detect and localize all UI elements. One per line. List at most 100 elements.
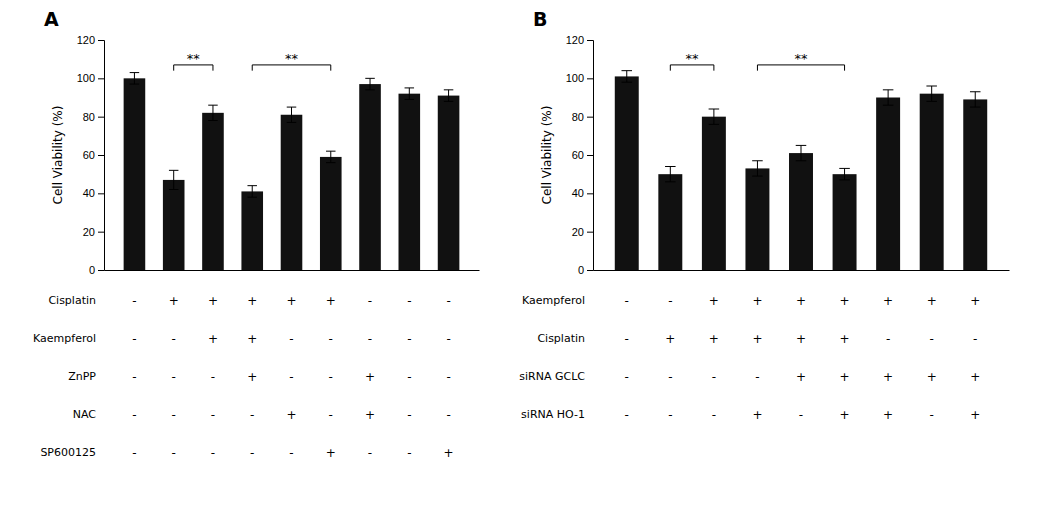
sig-bracket-line	[844, 65, 845, 71]
row-entry: +	[970, 294, 980, 308]
sig-label: **	[285, 51, 299, 66]
error-bar-cap	[326, 162, 336, 163]
y-tick-mark	[98, 193, 104, 194]
y-axis-title: Cell Viability (%)	[51, 106, 65, 205]
row-label: siRNA GCLC	[519, 370, 585, 383]
row-entry: +	[752, 408, 762, 422]
row-entry: -	[755, 370, 759, 384]
row-entry: +	[752, 294, 762, 308]
x-axis	[594, 270, 1010, 271]
bar	[615, 76, 639, 270]
row-entry: +	[840, 408, 850, 422]
row-entry: +	[286, 408, 296, 422]
error-bar-cap	[130, 84, 140, 85]
treatment-table: Kaempferol--+++++++Cisplatin-+++++---siR…	[519, 294, 980, 422]
error-bar-cap	[752, 176, 763, 177]
y-tick-label: 80	[572, 111, 584, 123]
row-entry: +	[326, 294, 336, 308]
y-tick-label: 0	[578, 264, 584, 276]
y-tick-mark	[98, 155, 104, 156]
error-bar-stem	[713, 109, 714, 124]
row-entry: -	[446, 408, 450, 422]
bar	[833, 174, 857, 270]
sig-bracket-line	[212, 65, 213, 71]
error-bar-stem	[801, 145, 802, 160]
y-tick-mark	[98, 40, 104, 41]
y-tick-mark	[98, 117, 104, 118]
row-entry: -	[172, 408, 176, 422]
bar	[124, 78, 146, 270]
row-entry: +	[927, 370, 937, 384]
y-tick: 20	[572, 226, 593, 238]
row-entry: -	[625, 294, 629, 308]
bar	[438, 96, 460, 270]
y-axis-line	[587, 41, 594, 271]
error-bar-stem	[975, 92, 976, 107]
row-entry: +	[927, 294, 937, 308]
error-bar	[883, 90, 894, 105]
error-bar-cap	[621, 70, 632, 71]
row-entry: -	[668, 294, 672, 308]
row-entry: +	[208, 294, 218, 308]
row-entry: -	[712, 408, 716, 422]
row-entry: +	[326, 446, 336, 460]
error-bar	[365, 78, 375, 90]
error-bar-stem	[370, 78, 371, 90]
panel: 020406080100120Cell Viability (%)B****Ka…	[519, 8, 1009, 422]
error-bar	[970, 92, 981, 107]
error-bar-stem	[409, 88, 410, 100]
error-bar-cap	[970, 91, 981, 92]
y-tick-mark	[587, 40, 593, 41]
row-entry: -	[329, 408, 333, 422]
y-tick: 0	[89, 264, 104, 276]
y-tick: 80	[572, 111, 593, 123]
y-tick: 20	[83, 226, 104, 238]
sig-label: **	[686, 51, 700, 66]
row-entry: +	[247, 332, 257, 346]
y-tick-label: 20	[83, 226, 95, 238]
error-bar-stem	[888, 90, 889, 105]
row-entry: -	[446, 294, 450, 308]
error-bar-cap	[970, 107, 981, 108]
row-entry: -	[211, 446, 215, 460]
row-entry: +	[247, 370, 257, 384]
row-entry: -	[668, 408, 672, 422]
row-entry: +	[365, 408, 375, 422]
row-entry: -	[250, 408, 254, 422]
row-entry: -	[132, 446, 136, 460]
y-tick: 0	[578, 264, 593, 276]
row-entry: +	[286, 294, 296, 308]
y-tick-mark	[587, 232, 593, 233]
error-bar-cap	[247, 197, 257, 198]
error-bar-stem	[291, 107, 292, 122]
bar	[163, 180, 185, 270]
row-entry: -	[407, 408, 411, 422]
error-bar	[752, 161, 763, 176]
row-entry: +	[883, 294, 893, 308]
y-tick-mark	[587, 193, 593, 194]
error-bar-cap	[208, 120, 218, 121]
row-entry: -	[132, 408, 136, 422]
error-bar	[839, 168, 850, 180]
row-entry: -	[668, 370, 672, 384]
error-bar-cap	[405, 87, 415, 88]
error-bar-stem	[670, 167, 671, 182]
error-bar-cap	[709, 124, 720, 125]
row-entry: -	[930, 408, 934, 422]
bar	[745, 168, 769, 270]
y-tick-label: 120	[77, 34, 95, 46]
error-bar-stem	[212, 105, 213, 120]
error-bar-cap	[621, 82, 632, 83]
error-bar-cap	[796, 145, 807, 146]
row-entry: -	[132, 370, 136, 384]
error-bar-cap	[444, 89, 454, 90]
error-bar-stem	[252, 186, 253, 198]
sig-label: **	[187, 51, 201, 66]
y-tick: 40	[83, 187, 104, 199]
error-bar-cap	[169, 189, 179, 190]
bar	[202, 113, 224, 270]
bar	[702, 117, 726, 270]
row-entry: -	[712, 370, 716, 384]
x-axis	[105, 270, 480, 271]
error-bar-stem	[134, 73, 135, 85]
